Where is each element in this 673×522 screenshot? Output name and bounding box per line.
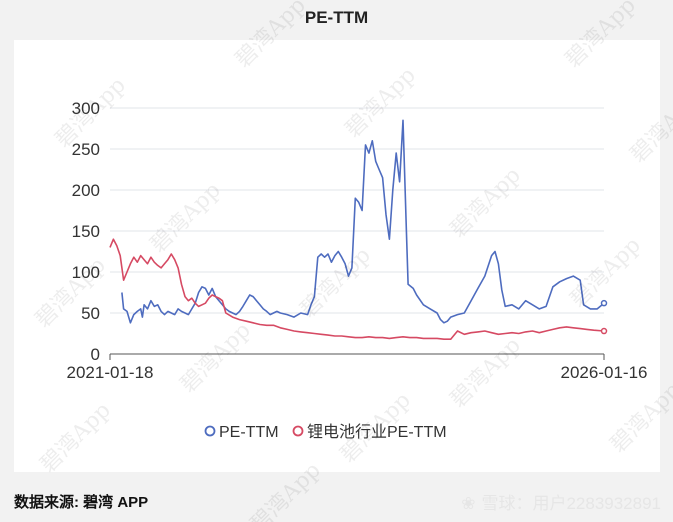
x-axis: 2021-01-18 2026-01-16: [67, 353, 648, 382]
snowball-user-label: 雪球：用户2283932891: [481, 494, 661, 513]
legend-item[interactable]: 锂电池行业PE-TTM: [292, 423, 447, 441]
series-end-point: [600, 299, 608, 307]
snowball-logo-icon: ❀: [461, 494, 476, 513]
series-lines: [109, 119, 608, 340]
snowball-credit: ❀ 雪球：用户2283932891: [461, 489, 661, 514]
y-tick-label: 0: [91, 345, 100, 364]
gridlines: [110, 107, 604, 314]
series-line-battery-industry-pe-ttm: [109, 238, 605, 340]
y-tick-label: 300: [72, 99, 100, 118]
x-tick-label-start: 2021-01-18: [67, 363, 154, 382]
legend-marker-icon: [292, 425, 304, 437]
series-end-point: [600, 327, 608, 335]
chart-title: PE-TTM: [304, 8, 369, 27]
y-tick-label: 200: [72, 181, 100, 200]
legend-label: 锂电池行业PE-TTM: [307, 423, 447, 441]
y-tick-label: 250: [72, 140, 100, 159]
y-tick-label: 100: [72, 263, 100, 282]
legend[interactable]: PE-TTM 锂电池行业PE-TTM: [204, 423, 447, 441]
chart-card: 0 50 100 150 200 250 300 2021-01-18 2026-01-16 …: [14, 40, 660, 472]
x-tick-label-end: 2026-01-16: [561, 363, 648, 382]
legend-item[interactable]: PE-TTM: [204, 424, 279, 441]
series-line-pe-ttm: [121, 119, 605, 324]
legend-marker-icon: [204, 425, 216, 437]
y-tick-label: 50: [81, 304, 100, 323]
legend-label: PE-TTM: [219, 424, 279, 441]
data-source-label: 数据来源: 碧湾 APP: [14, 494, 149, 511]
y-tick-label: 150: [72, 222, 100, 241]
y-axis: 0 50 100 150 200 250 300: [72, 99, 100, 364]
